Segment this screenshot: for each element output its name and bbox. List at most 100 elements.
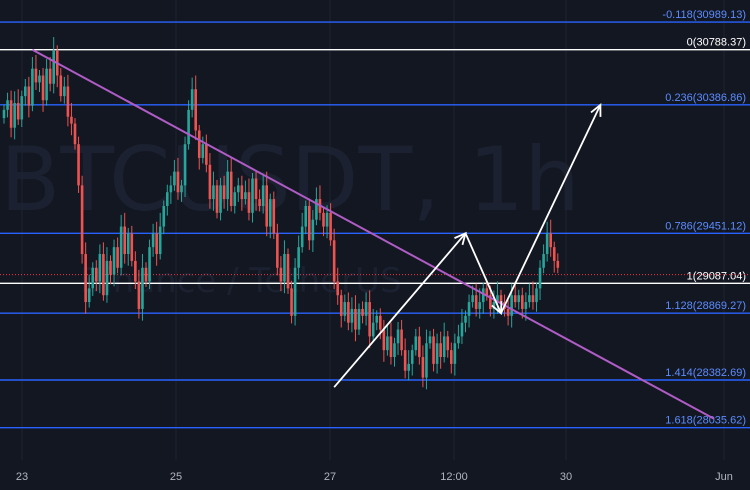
candle-body [222, 185, 226, 200]
candle-body [183, 144, 187, 186]
candle-body [439, 343, 442, 358]
candle-body [66, 86, 70, 117]
candle-body [499, 295, 503, 303]
candle-body [45, 68, 48, 101]
candle-body [201, 144, 205, 158]
time-axis-tick-label: 27 [324, 471, 336, 483]
candle-body [187, 109, 190, 145]
candle-body [414, 336, 418, 351]
candle-body [410, 350, 414, 364]
projection-segment[interactable] [333, 232, 467, 388]
candle-body [197, 130, 201, 158]
candle-body [116, 247, 119, 268]
candle-body [336, 281, 339, 296]
fib-level-label: 0(30788.37) [687, 37, 746, 49]
fib-level-label: 1.618(28035.62) [665, 415, 746, 427]
candle-body [290, 288, 293, 316]
candle-body [258, 199, 261, 206]
time-axis-bg [0, 461, 750, 490]
candle-body [126, 233, 130, 255]
candle-body [393, 343, 396, 358]
candle-body [545, 233, 549, 255]
candle-body [407, 363, 410, 371]
candle-body [226, 171, 229, 200]
candle-body [261, 185, 265, 206]
candle-body [357, 308, 361, 330]
candle-body [190, 89, 194, 110]
candle-body [379, 315, 382, 330]
candle-body [20, 96, 24, 120]
candle-body [339, 295, 343, 316]
candle-body [471, 295, 474, 303]
candle-body [6, 100, 9, 110]
candle-body [233, 192, 237, 206]
candle-body [38, 75, 41, 83]
candle-body [425, 343, 428, 378]
candle-body [194, 89, 197, 131]
candle-body [251, 178, 254, 213]
candle-body [63, 86, 66, 97]
candle-body [247, 192, 251, 213]
candle-body [102, 254, 105, 296]
projection-arrows[interactable] [333, 103, 602, 388]
candle-body [134, 260, 137, 282]
projection-segment[interactable] [464, 232, 502, 314]
candle-body [531, 295, 535, 303]
candle-body [403, 350, 407, 371]
candle-body [364, 302, 368, 316]
fib-retracement[interactable]: -0.118(30989.13) 0(30788.37) 0.236(30386.8… [0, 9, 750, 429]
candle-body [329, 212, 332, 241]
candle-body [13, 102, 16, 128]
candle-body [176, 171, 180, 193]
candle-body [496, 295, 499, 303]
candle-body [9, 100, 13, 128]
candle-body [481, 288, 485, 303]
candle-body [361, 308, 364, 316]
descending-trendline[interactable] [31, 48, 715, 420]
candle-body [148, 247, 151, 282]
candle-body [16, 102, 20, 120]
candle-body [538, 267, 542, 289]
candle-body [478, 302, 481, 309]
fib-level-label: 1.128(28869.27) [665, 300, 746, 312]
candle-body [229, 171, 233, 206]
candle-body [428, 336, 432, 344]
candle-body [457, 336, 460, 344]
candle-body [123, 226, 126, 255]
fib-level-label: 0.786(29451.12) [665, 220, 746, 232]
candle-body [450, 350, 453, 364]
time-axis-tick-label: 12:00 [440, 471, 468, 483]
candle-body [325, 212, 329, 227]
candle-body [109, 260, 112, 275]
candle-body [105, 260, 109, 296]
candle-body [435, 343, 439, 364]
candle-body [308, 205, 311, 241]
candle-body [70, 116, 73, 124]
candle-body [467, 302, 471, 316]
candle-body [460, 322, 464, 337]
time-axis-tick-label: Jun [715, 471, 733, 483]
candle-body [347, 302, 350, 323]
candle-body [27, 86, 31, 106]
exchange-watermark: Binance / TetherUS [80, 261, 402, 301]
candle-body [386, 336, 389, 351]
candle-body [169, 185, 173, 193]
candle-body [166, 192, 169, 206]
candle-body [208, 164, 212, 200]
candle-body [98, 254, 102, 282]
candle-body [80, 185, 84, 255]
candle-body [162, 205, 166, 227]
candle-body [52, 50, 55, 84]
symbol-watermark: BTCUSDT, 1h [0, 128, 580, 231]
candle-body [180, 185, 183, 193]
projection-segment[interactable] [500, 104, 602, 314]
candle-body [549, 233, 552, 248]
candle-body [158, 226, 162, 255]
candle-body [492, 302, 496, 309]
candle-body [59, 75, 63, 97]
arrow-head-icon [590, 103, 602, 117]
candle-body [464, 315, 467, 323]
fib-level-label: 0.236(30386.86) [665, 92, 746, 104]
candle-body [322, 212, 325, 227]
